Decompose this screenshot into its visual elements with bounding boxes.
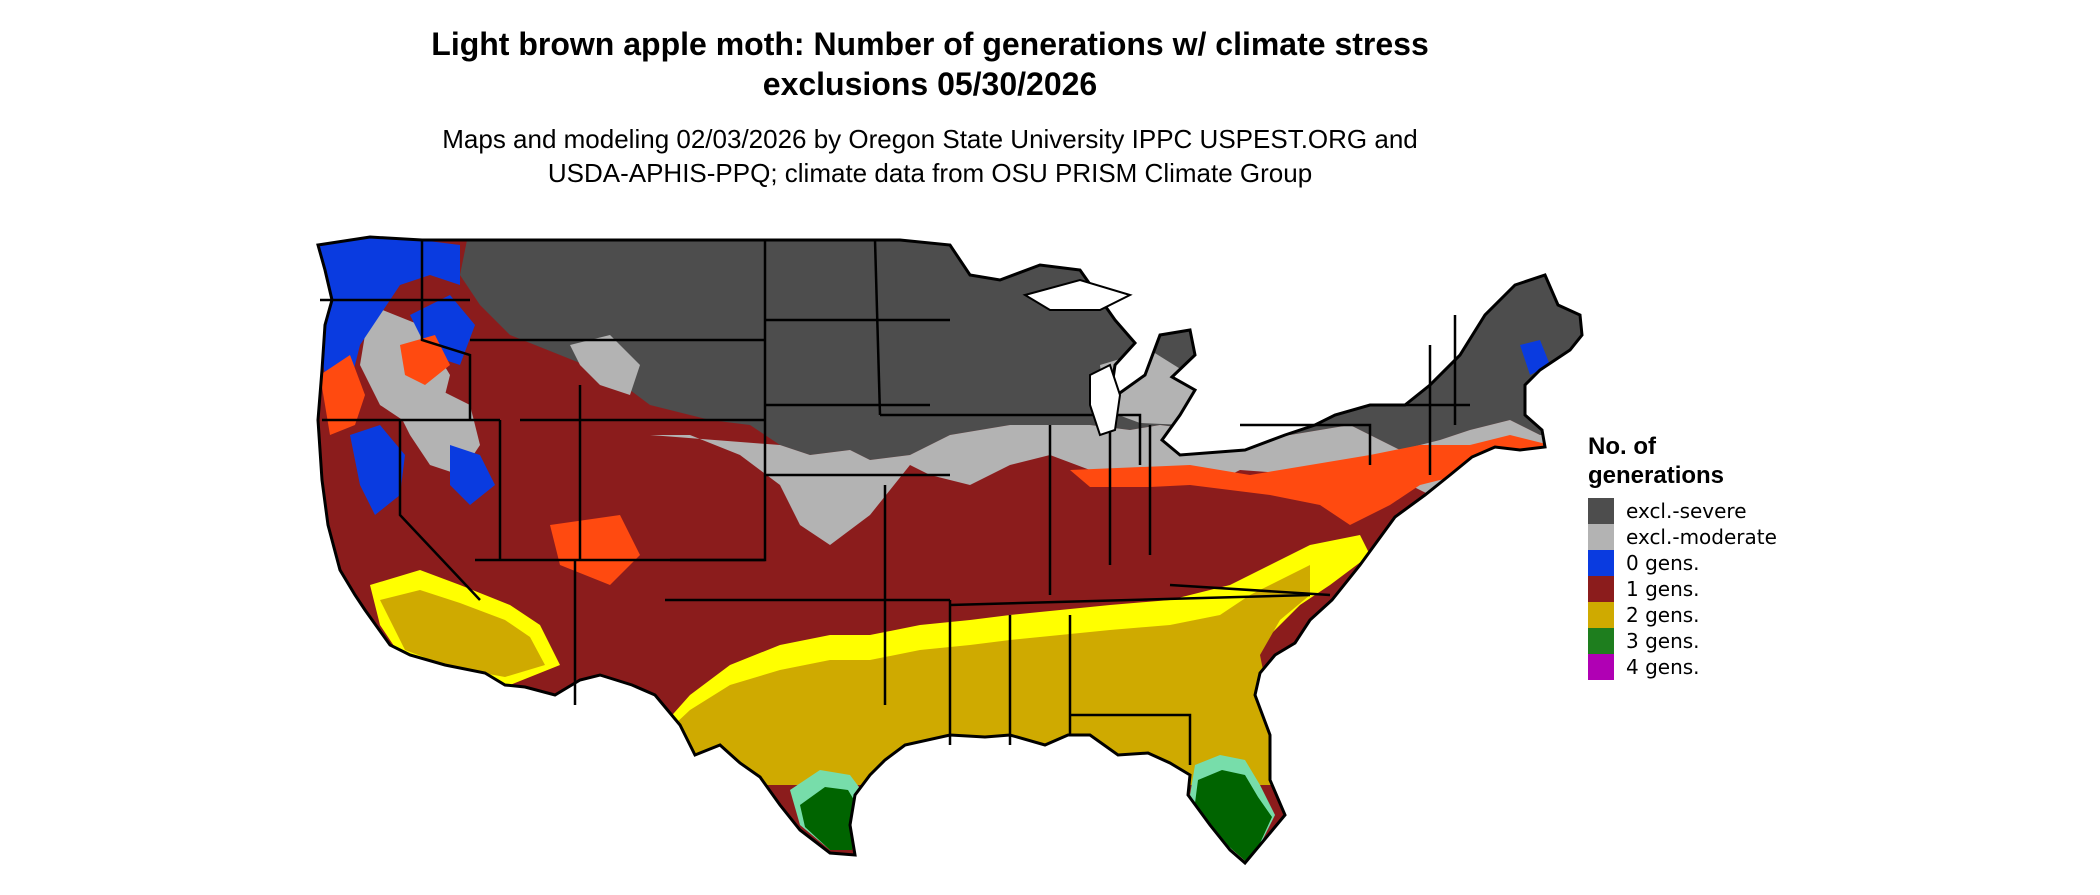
- legend-label: excl.-moderate: [1626, 525, 1777, 549]
- zone-excl-moderate-plains: [650, 420, 1582, 545]
- lake-michigan: [1089, 363, 1122, 437]
- map-subtitle: Maps and modeling 02/03/2026 by Oregon S…: [380, 122, 1480, 190]
- state-border-pa-ny: [1240, 423, 1372, 465]
- legend-swatch: [1588, 654, 1614, 680]
- state-borders: [320, 239, 1470, 765]
- zone-2gens-desert: [380, 590, 545, 677]
- lake-superior: [1022, 278, 1133, 311]
- legend-items: excl.-severe excl.-moderate 0 gens. 1 gens.…: [1588, 498, 1777, 680]
- zone-0gens-maine: [1520, 340, 1550, 375]
- zone-3gens-florida: [1195, 770, 1272, 863]
- zone-excl-moderate-rockies: [570, 335, 640, 395]
- zone-2gens: [610, 565, 1310, 785]
- legend-swatch: [1588, 602, 1614, 628]
- state-border-tn-ky: [949, 593, 1311, 607]
- subtitle-line-2: USDA-APHIS-PPQ; climate data from OSU PR…: [547, 158, 1313, 188]
- us-generations-map: [316, 235, 1584, 866]
- state-border-il-in-oh: [1048, 425, 1152, 595]
- legend-label: 1 gens.: [1626, 577, 1700, 601]
- zone-1gens-orange-colorado: [550, 515, 640, 585]
- title-line-2: exclusions 05/30/2026: [762, 66, 1098, 102]
- zone-0gens-sierra: [350, 425, 405, 515]
- legend-item: excl.-severe: [1588, 498, 1777, 524]
- legend-swatch: [1588, 628, 1614, 654]
- subtitle-line-1: Maps and modeling 02/03/2026 by Oregon S…: [442, 124, 1418, 154]
- legend-label: 0 gens.: [1626, 551, 1700, 575]
- title-line-1: Light brown apple moth: Number of genera…: [431, 26, 1429, 62]
- state-border-ia-mo: [880, 413, 1142, 465]
- legend-label: excl.-severe: [1626, 499, 1747, 523]
- state-border-va-nc: [1169, 583, 1331, 597]
- legend-swatch: [1588, 524, 1614, 550]
- legend-item: 0 gens.: [1588, 550, 1777, 576]
- us-outline: [316, 235, 1584, 866]
- legend-title-line-1: No. of: [1588, 433, 1656, 460]
- legend-swatch: [1588, 576, 1614, 602]
- legend-item: 1 gens.: [1588, 576, 1777, 602]
- legend-swatch: [1588, 498, 1614, 524]
- legend-label: 3 gens.: [1626, 629, 1700, 653]
- legend-item: 2 gens.: [1588, 602, 1777, 628]
- state-border-id-east: [420, 240, 472, 420]
- state-border-nv-ca: [398, 420, 481, 601]
- zone-0gens-northwest: [320, 237, 460, 405]
- map-title: Light brown apple moth: Number of genera…: [380, 24, 1480, 104]
- state-border-dakotas: [670, 240, 767, 562]
- legend-swatch: [1588, 550, 1614, 576]
- state-border-mn-east: [873, 239, 882, 416]
- legend-item: 4 gens.: [1588, 654, 1777, 680]
- zone-3gens-texas: [800, 787, 860, 850]
- state-border-new-england: [1370, 315, 1470, 475]
- zone-0gens-utah: [450, 445, 495, 505]
- legend: No. of generations excl.-severe excl.-mod…: [1588, 432, 1777, 680]
- legend-item: excl.-moderate: [1588, 524, 1777, 550]
- legend-title: No. of generations: [1588, 432, 1777, 490]
- state-border-ga-fl: [1070, 713, 1192, 765]
- legend-label: 2 gens.: [1626, 603, 1700, 627]
- legend-label: 4 gens.: [1626, 655, 1700, 679]
- zone-1gens-orange-idaho: [400, 335, 450, 385]
- zone-1gens-orange-oregon: [320, 355, 365, 435]
- legend-title-line-2: generations: [1588, 462, 1725, 489]
- legend-item: 3 gens.: [1588, 628, 1777, 654]
